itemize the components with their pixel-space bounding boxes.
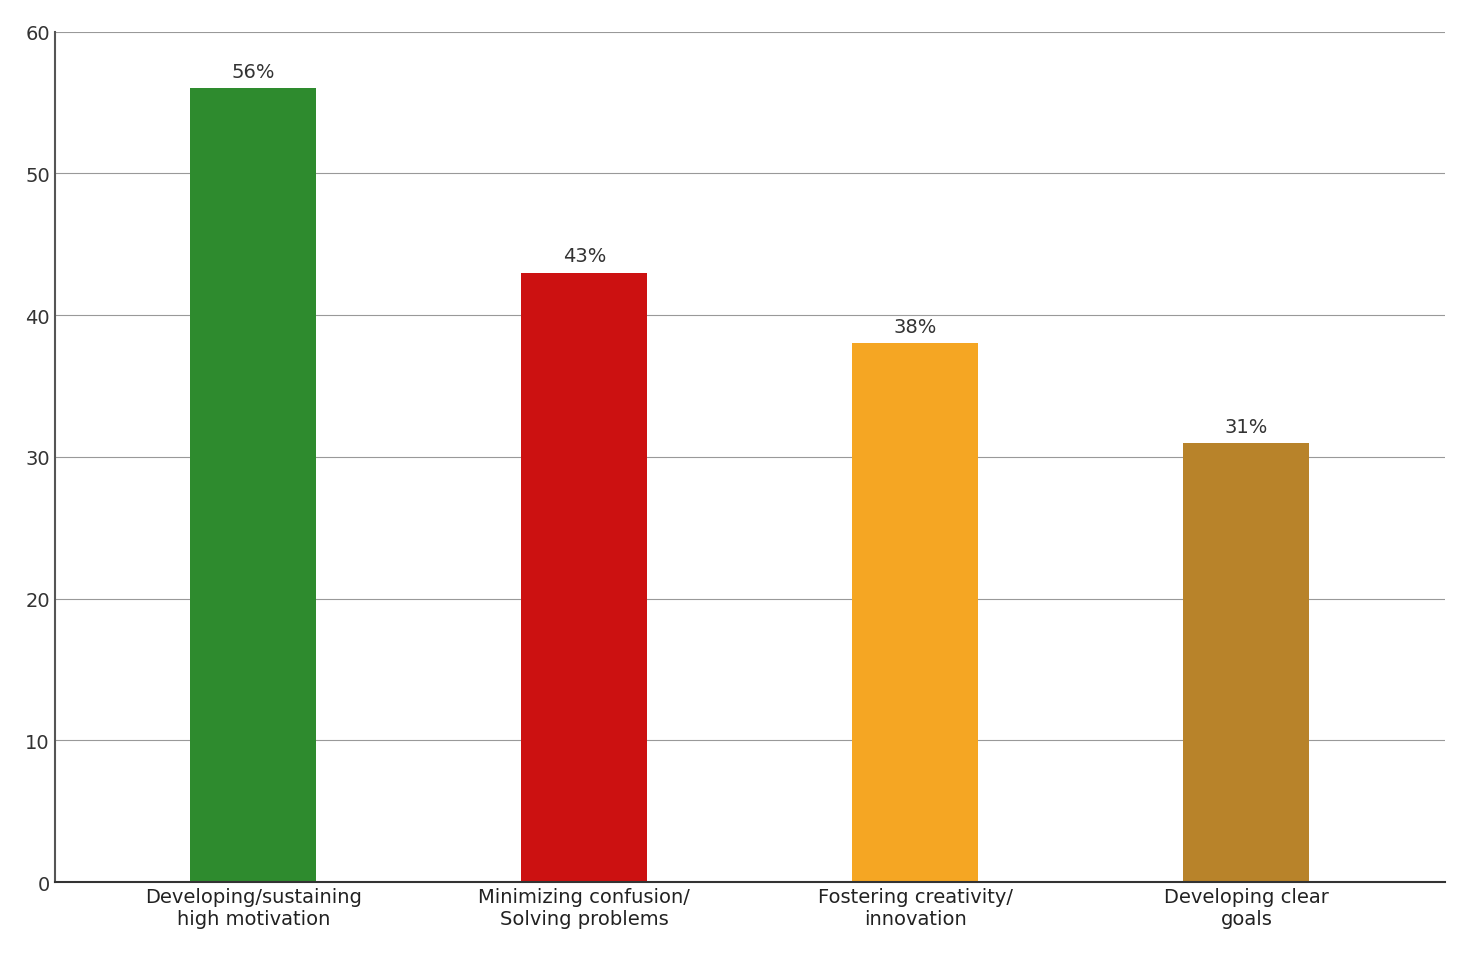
Bar <box>853 344 978 882</box>
Bar <box>522 274 647 882</box>
Text: 43%: 43% <box>563 247 606 266</box>
Bar <box>190 90 316 882</box>
Text: 31%: 31% <box>1225 417 1269 436</box>
Bar <box>1183 443 1310 882</box>
Text: 38%: 38% <box>894 318 936 337</box>
Text: 56%: 56% <box>231 63 275 82</box>
